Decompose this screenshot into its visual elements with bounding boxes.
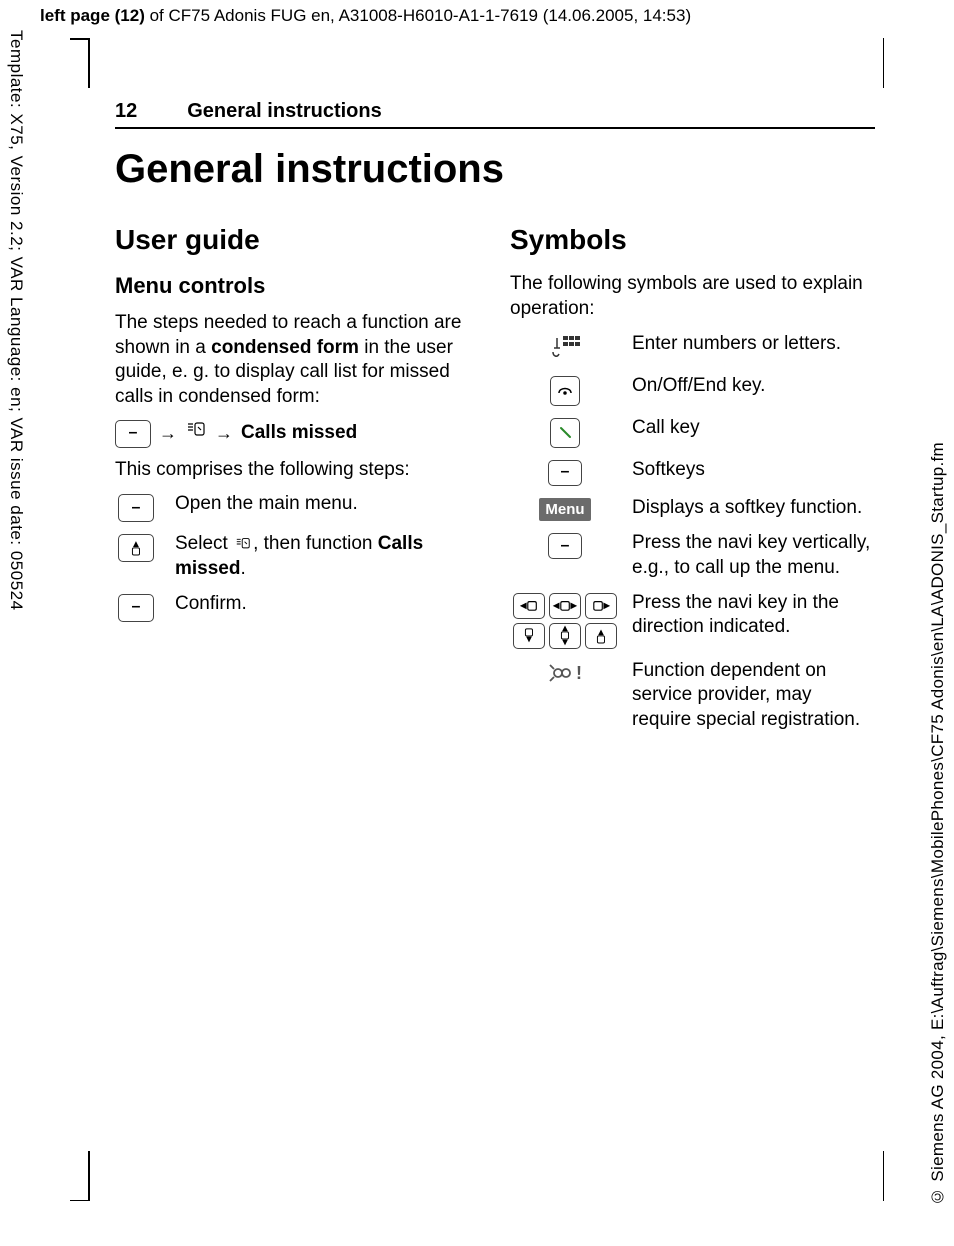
symbols-heading: Symbols (510, 222, 875, 258)
page-content: 12 General instructions General instruct… (115, 100, 875, 743)
crop-mark (88, 1151, 90, 1201)
provider-icon: ! (510, 659, 620, 685)
navi-up-icon: ▲▢ (118, 534, 154, 562)
softkey-icon (118, 494, 154, 522)
page-number: 12 (115, 100, 137, 123)
user-guide-heading: User guide (115, 222, 480, 258)
symbol-desc: Enter numbers or letters. (632, 332, 875, 357)
symbol-row-provider: ! Function dependent on service provider… (510, 659, 875, 733)
header-bold: left page (12) (40, 6, 145, 25)
step-1-text: Open the main menu. (175, 492, 480, 517)
call-key-icon (510, 416, 620, 448)
intro-bold: condensed form (211, 337, 359, 358)
crop-mark (70, 38, 88, 40)
page-title: General instructions (115, 147, 875, 192)
left-column: User guide Menu controls The steps neede… (115, 222, 480, 743)
running-head: 12 General instructions (115, 100, 875, 129)
crop-mark (883, 38, 885, 88)
navi-vertical-icon (510, 531, 620, 559)
top-header: left page (12) of CF75 Adonis FUG en, A3… (40, 6, 691, 26)
symbol-row-navi-dir: ◂▢ ◂▢▸ ▢▸ ▢▾ ▴▢▾ ▴▢ Press the navi key i… (510, 591, 875, 649)
comprises-text: This comprises the following steps: (115, 458, 480, 483)
step-1: Open the main menu. (115, 492, 480, 522)
step-2: ▲▢ Select , then function Calls missed. (115, 532, 480, 581)
symbol-row-keypad: Enter numbers or letters. (510, 332, 875, 364)
symbol-desc: Softkeys (632, 458, 875, 483)
symbol-row-softkeys: Softkeys (510, 458, 875, 486)
svg-text:!: ! (576, 663, 582, 683)
header-rest: of CF75 Adonis FUG en, A31008-H6010-A1-1… (145, 6, 691, 25)
running-title: General instructions (187, 100, 382, 123)
menu-badge-icon: Menu (510, 496, 620, 522)
crop-mark (883, 1151, 885, 1201)
symbols-intro: The following symbols are used to explai… (510, 272, 875, 321)
end-key-icon (510, 374, 620, 406)
symbol-desc: Press the navi key vertically, e.g., to … (632, 531, 875, 580)
symbol-row-callkey: Call key (510, 416, 875, 448)
crop-mark (70, 1200, 88, 1202)
symbol-desc: On/Off/End key. (632, 374, 875, 399)
keypad-icon (510, 332, 620, 364)
step-2-text: Select , then function Calls missed. (175, 532, 480, 581)
softkey-icon (510, 458, 620, 486)
crop-mark (88, 38, 90, 88)
arrow-icon: → (215, 422, 233, 445)
records-icon (185, 421, 207, 446)
template-info-left: Template: X75, Version 2.2; VAR Language… (6, 30, 26, 611)
right-column: Symbols The following symbols are used t… (510, 222, 875, 743)
copyright-path-right: © Siemens AG 2004, E:\Auftrag\Siemens\Mo… (928, 442, 948, 1206)
symbol-desc: Function dependent on service provider, … (632, 659, 875, 733)
symbol-desc: Press the navi key in the direction indi… (632, 591, 875, 640)
condensed-form-row: → → Calls missed (115, 420, 480, 448)
step-3: Confirm. (115, 592, 480, 622)
symbol-row-menu: Menu Displays a softkey function. (510, 496, 875, 522)
symbol-desc: Displays a softkey function. (632, 496, 875, 521)
symbol-row-navi-vert: Press the navi key vertically, e.g., to … (510, 531, 875, 580)
calls-missed-label: Calls missed (241, 421, 357, 446)
step-3-text: Confirm. (175, 592, 480, 617)
softkey-icon (118, 594, 154, 622)
two-columns: User guide Menu controls The steps neede… (115, 222, 875, 743)
arrow-icon: → (159, 422, 177, 445)
menu-controls-heading: Menu controls (115, 272, 480, 301)
softkey-icon (115, 420, 151, 448)
symbol-row-endkey: On/Off/End key. (510, 374, 875, 406)
records-icon-inline (233, 533, 253, 554)
symbol-desc: Call key (632, 416, 875, 441)
intro-paragraph: The steps needed to reach a function are… (115, 311, 480, 410)
navi-direction-icons: ◂▢ ◂▢▸ ▢▸ ▢▾ ▴▢▾ ▴▢ (510, 591, 620, 649)
